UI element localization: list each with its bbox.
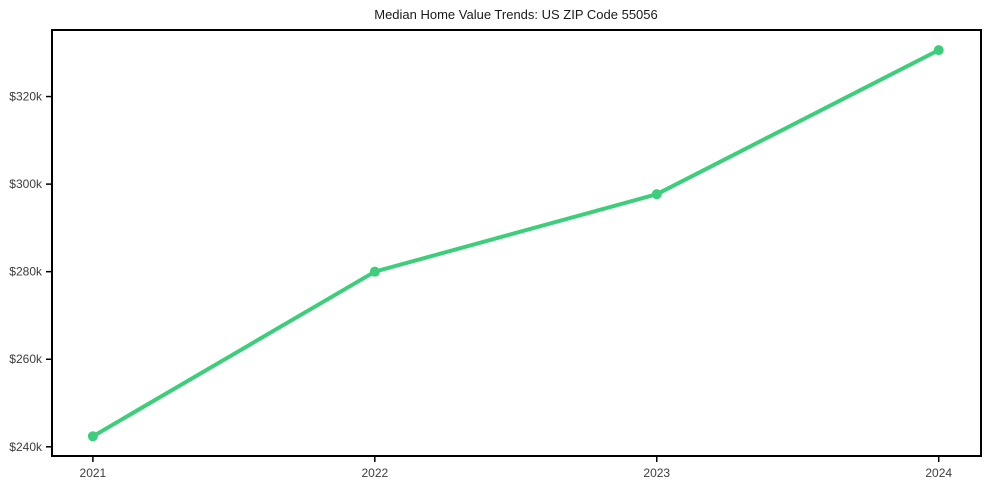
x-tick-label: 2023	[643, 466, 670, 480]
chart-title: Median Home Value Trends: US ZIP Code 55…	[374, 7, 658, 22]
y-tick-label: $300k	[9, 177, 43, 191]
data-point	[369, 266, 380, 277]
series-line	[90, 48, 941, 439]
x-tick-label: 2021	[80, 466, 107, 480]
y-tick-label: $240k	[9, 440, 43, 454]
data-point	[87, 431, 98, 442]
y-tick-label: $320k	[9, 90, 43, 104]
y-tick-label: $260k	[9, 352, 43, 366]
data-point	[651, 189, 662, 200]
x-tick-label: 2022	[361, 466, 388, 480]
y-tick-label: $280k	[9, 265, 43, 279]
plot-frame	[51, 29, 982, 457]
data-point	[933, 45, 944, 56]
x-tick-label: 2024	[925, 466, 952, 480]
